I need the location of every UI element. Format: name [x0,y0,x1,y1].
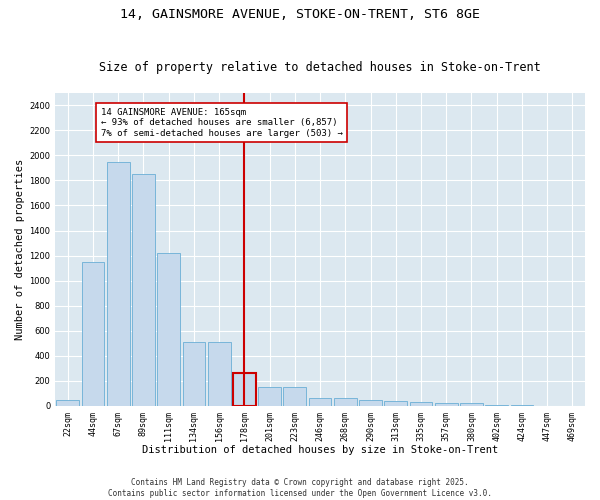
Bar [132,174,155,406]
Y-axis label: Number of detached properties: Number of detached properties [15,158,25,340]
Bar [107,162,130,406]
X-axis label: Distribution of detached houses by size in Stoke-on-Trent: Distribution of detached houses by size … [142,445,498,455]
Text: Contains HM Land Registry data © Crown copyright and database right 2025.
Contai: Contains HM Land Registry data © Crown c… [108,478,492,498]
Bar [334,398,356,406]
Bar [283,386,306,406]
Bar [435,404,458,406]
Bar [208,342,230,406]
Bar [56,400,79,406]
Bar [460,404,483,406]
Text: 14 GAINSMORE AVENUE: 165sqm
← 93% of detached houses are smaller (6,857)
7% of s: 14 GAINSMORE AVENUE: 165sqm ← 93% of det… [101,108,343,138]
Bar [485,404,508,406]
Bar [410,402,433,406]
Title: Size of property relative to detached houses in Stoke-on-Trent: Size of property relative to detached ho… [99,60,541,74]
Bar [385,401,407,406]
Bar [359,400,382,406]
Bar [233,374,256,406]
Bar [258,386,281,406]
Bar [182,342,205,406]
Bar [157,253,180,406]
Bar [309,398,331,406]
Text: 14, GAINSMORE AVENUE, STOKE-ON-TRENT, ST6 8GE: 14, GAINSMORE AVENUE, STOKE-ON-TRENT, ST… [120,8,480,20]
Bar [82,262,104,406]
